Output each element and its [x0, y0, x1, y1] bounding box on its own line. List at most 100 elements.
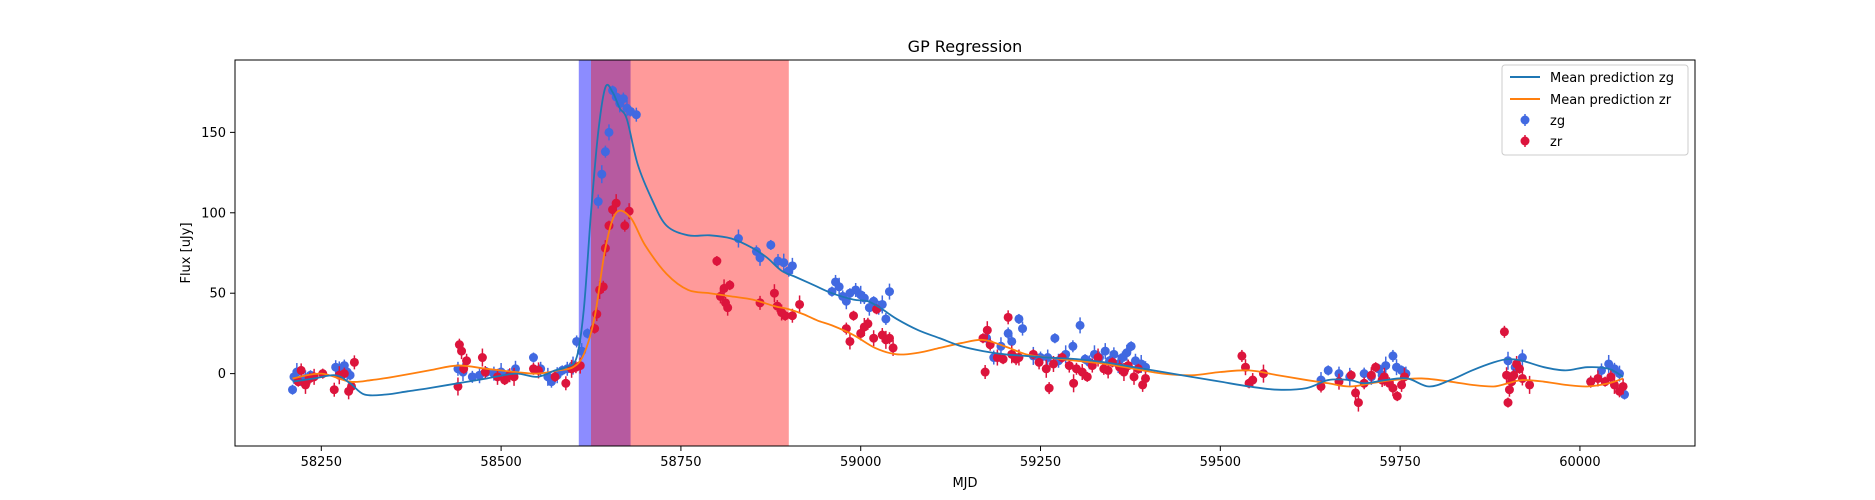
data-point-zr-1 [296, 363, 306, 378]
data-point-zr-105 [1346, 370, 1356, 381]
legend-box [1501, 64, 1689, 156]
data-point-zg-45 [766, 239, 776, 250]
x-tick-label-59500: 59500 [1200, 455, 1241, 470]
data-point-zr-38 [620, 219, 630, 232]
y-tick-label-50: 50 [209, 287, 226, 302]
data-point-zr-125 [1515, 363, 1525, 374]
data-point-zg-64 [884, 283, 894, 300]
x-tick-label-59000: 59000 [840, 455, 881, 470]
plot-frame [234, 59, 1696, 447]
data-point-zr-66 [980, 365, 990, 380]
legend-label-zg-line: Mean prediction zg [1550, 71, 1674, 86]
x-tick-label-58250: 58250 [301, 455, 342, 470]
x-axis: 58250 58500 58750 59000 59250 59500 59750 60000 [301, 446, 1601, 470]
data-point-zg-95 [1323, 365, 1333, 376]
data-point-zr-54 [845, 333, 855, 350]
data-point-zr-98 [1237, 349, 1247, 362]
data-point-zg-90 [1126, 341, 1136, 352]
data-point-zr-119 [1502, 367, 1512, 384]
data-point-zr-59 [869, 330, 879, 347]
data-point-zr-11 [349, 355, 359, 370]
legend-label-zr-points: zr [1550, 135, 1563, 150]
mean-lines [292, 83, 1624, 397]
data-point-zg-102 [1381, 356, 1391, 375]
data-point-zr-131 [1606, 369, 1616, 384]
data-point-zg-34 [604, 124, 614, 141]
legend-label-zg-points: zg [1550, 114, 1565, 129]
data-point-zr-67 [982, 321, 992, 340]
data-point-zr-26 [561, 376, 571, 391]
data-point-zr-10 [347, 381, 357, 392]
data-point-zr-78 [1044, 382, 1054, 395]
data-point-zr-85 [1082, 371, 1092, 382]
data-point-zr-14 [457, 343, 467, 360]
y-tick-label-0: 0 [218, 367, 226, 382]
data-point-zr-120 [1503, 397, 1513, 408]
legend: Mean prediction zg Mean prediction zr zg… [1501, 64, 1689, 156]
legend-swatch-zg-points [1520, 114, 1530, 126]
data-point-zr-40 [712, 256, 722, 267]
data-point-zr-101 [1248, 373, 1258, 388]
data-point-zr-118 [1499, 325, 1509, 338]
data-point-zr-109 [1366, 367, 1376, 384]
data-point-zg-0 [288, 384, 298, 395]
y-axis: 0 50 100 150 [201, 126, 235, 382]
data-point-zr-123 [1509, 369, 1519, 382]
data-point-zr-81 [1064, 358, 1074, 373]
data-point-zr-50 [780, 310, 790, 321]
data-point-zr-58 [863, 317, 873, 330]
data-point-zr-134 [1618, 378, 1628, 395]
data-point-zg-20 [528, 352, 538, 363]
data-point-zr-71 [1003, 310, 1013, 325]
data-point-zr-110 [1371, 362, 1381, 373]
x-tick-label-59250: 59250 [1020, 455, 1061, 470]
y-tick-label-100: 100 [201, 206, 226, 221]
data-point-zg-49 [787, 257, 797, 274]
data-point-zr-44 [723, 299, 733, 316]
data-point-zr-107 [1353, 393, 1363, 412]
data-point-zr-12 [453, 377, 463, 396]
data-point-zr-63 [884, 332, 894, 345]
data-point-zr-129 [1593, 370, 1603, 387]
data-point-zr-55 [849, 310, 859, 321]
data-point-zr-82 [1069, 374, 1079, 393]
data-point-zg-33 [600, 145, 610, 158]
x-tick-label-60000: 60000 [1559, 455, 1600, 470]
data-point-zr-33 [598, 280, 608, 293]
data-point-zr-70 [998, 354, 1008, 365]
legend-label-zr-line: Mean prediction zr [1550, 93, 1672, 108]
error-bars-zg [288, 85, 1630, 400]
data-point-zg-78 [1068, 340, 1078, 353]
data-point-zg-103 [1388, 349, 1398, 362]
data-point-zg-63 [881, 312, 891, 325]
x-tick-label-58500: 58500 [480, 455, 521, 470]
data-point-zr-17 [477, 348, 487, 367]
mean-line-zg [292, 83, 1624, 397]
data-point-zr-37 [611, 194, 621, 213]
data-point-zr-8 [339, 367, 349, 380]
x-axis-label: MJD [952, 476, 977, 491]
x-tick-label-59750: 59750 [1379, 455, 1420, 470]
data-point-zg-75 [1050, 333, 1060, 344]
data-point-zr-25 [550, 371, 560, 382]
data-point-zg-70 [1014, 313, 1024, 324]
data-point-zr-6 [329, 382, 339, 397]
data-point-zg-79 [1075, 317, 1085, 334]
data-point-zr-77 [1041, 359, 1051, 378]
data-point-zr-45 [725, 280, 735, 291]
data-point-zr-52 [795, 295, 805, 314]
data-point-zg-68 [1003, 327, 1013, 340]
data-point-zg-71 [1018, 321, 1028, 336]
data-point-zg-41 [631, 107, 641, 122]
data-point-zr-47 [769, 284, 779, 303]
data-point-zr-114 [1388, 380, 1398, 397]
data-point-zr-94 [1129, 368, 1139, 385]
data-point-zr-127 [1525, 375, 1535, 394]
data-point-zg-52 [834, 277, 844, 296]
data-point-zr-97 [1141, 369, 1151, 388]
data-point-zg-47 [779, 253, 789, 272]
data-point-zg-31 [593, 194, 603, 209]
y-axis-label: Flux [uJy] [179, 222, 194, 283]
data-point-zg-84 [1100, 343, 1110, 360]
